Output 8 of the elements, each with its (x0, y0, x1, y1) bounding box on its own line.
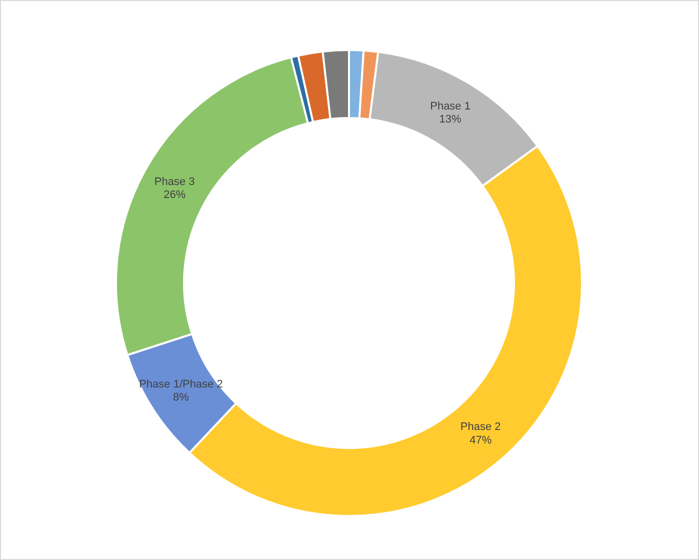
slice-label: Phase 2 (460, 421, 501, 434)
data-label: 8% (173, 392, 190, 404)
slice-label: Phase 1 (430, 100, 470, 113)
data-label: 13% (439, 114, 462, 126)
data-label: 26% (164, 189, 186, 202)
slice-label: Phase 3 (154, 176, 195, 188)
slice-label: Phase 1/Phase 2 (139, 378, 223, 390)
data-label: 47% (470, 434, 492, 446)
